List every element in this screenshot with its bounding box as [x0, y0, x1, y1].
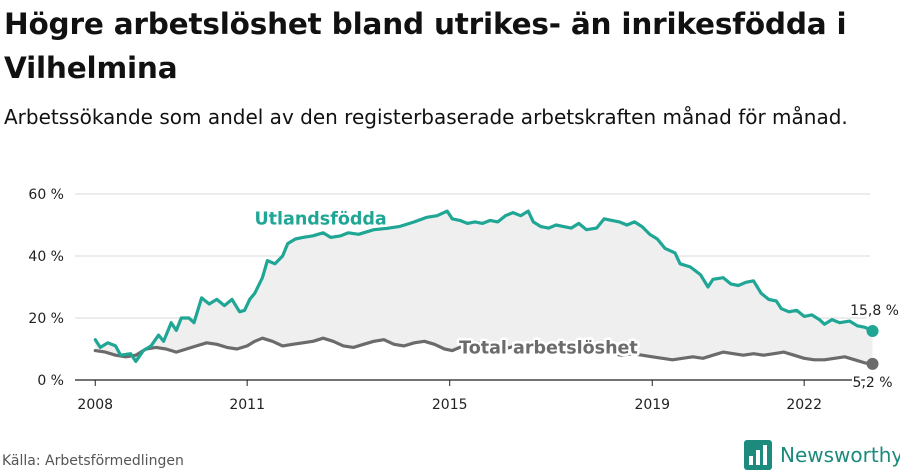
x-tick-label: 2008: [77, 397, 113, 413]
x-tick-label: 2011: [229, 397, 265, 413]
chart-title: Högre arbetslöshet bland utrikes- än inr…: [4, 7, 847, 85]
y-tick-label: 40 %: [28, 249, 64, 265]
y-tick-label: 60 %: [28, 187, 64, 203]
series-label-total: Total arbetslöshet: [459, 338, 638, 358]
end-value-label-utlandsfodda: 15,8 %: [850, 303, 899, 319]
x-tick-label: 2022: [786, 397, 822, 413]
brand-logo[interactable]: Newsworthy: [744, 440, 900, 470]
line-chart: 0 % 20 % 40 % 60 % 2008 2011 2015 2019 2022 Utlan…: [28, 187, 900, 413]
source-note: Källa: Arbetsförmedlingen: [2, 453, 184, 469]
end-value-label-total: 5,2 %: [853, 375, 893, 391]
end-point-total: [866, 357, 879, 370]
series-line-total: [93, 336, 875, 366]
x-tick-label: 2019: [634, 397, 670, 413]
x-tick-label: 2015: [432, 397, 468, 413]
y-tick-label: 0 %: [37, 373, 64, 389]
y-tick-label: 20 %: [28, 311, 64, 327]
brand-name: Newsworthy: [780, 443, 900, 467]
series-line-utlandsfodda: [93, 209, 875, 363]
shaded-area-between-series: [95, 211, 873, 364]
end-point-utlandsfodda: [866, 325, 879, 338]
series-label-utlandsfodda: Utlandsfödda: [254, 209, 386, 229]
chart-subtitle: Arbetssökande som andel av den registerb…: [4, 105, 848, 129]
bar-chart-icon: [744, 440, 772, 470]
